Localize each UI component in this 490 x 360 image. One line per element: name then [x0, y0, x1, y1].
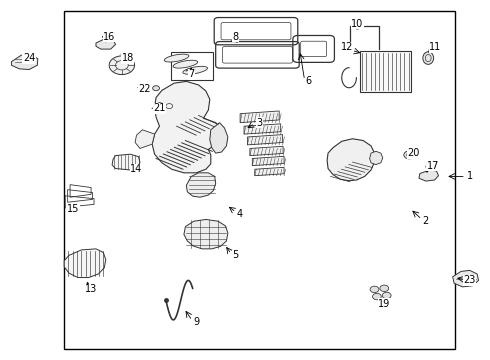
- Circle shape: [382, 292, 391, 299]
- Polygon shape: [184, 220, 228, 249]
- Circle shape: [109, 56, 135, 75]
- Text: 17: 17: [427, 161, 440, 171]
- Text: 15: 15: [67, 204, 79, 214]
- Ellipse shape: [183, 66, 207, 74]
- Text: 10: 10: [351, 19, 364, 29]
- Polygon shape: [419, 170, 439, 181]
- Polygon shape: [152, 81, 220, 173]
- Ellipse shape: [423, 52, 434, 64]
- Polygon shape: [255, 167, 284, 176]
- Circle shape: [370, 286, 379, 293]
- Circle shape: [153, 86, 159, 91]
- Text: 19: 19: [378, 299, 391, 309]
- Polygon shape: [369, 151, 383, 165]
- Text: 20: 20: [407, 148, 420, 158]
- Text: 5: 5: [232, 250, 238, 260]
- Polygon shape: [244, 124, 281, 134]
- Text: 3: 3: [257, 118, 263, 128]
- Text: 18: 18: [122, 53, 134, 63]
- Ellipse shape: [164, 54, 189, 62]
- Text: 4: 4: [237, 209, 243, 219]
- Text: 24: 24: [23, 53, 35, 63]
- Text: 2: 2: [423, 216, 429, 226]
- Polygon shape: [453, 270, 479, 287]
- Text: 9: 9: [193, 317, 199, 327]
- Polygon shape: [112, 154, 140, 170]
- Polygon shape: [247, 135, 283, 145]
- Text: 21: 21: [153, 103, 166, 113]
- Polygon shape: [250, 146, 283, 156]
- Polygon shape: [210, 123, 228, 153]
- Circle shape: [380, 285, 389, 292]
- Ellipse shape: [173, 60, 197, 68]
- Text: 12: 12: [342, 42, 354, 52]
- Polygon shape: [155, 103, 164, 109]
- Text: 23: 23: [464, 275, 476, 285]
- Polygon shape: [96, 39, 116, 49]
- Polygon shape: [186, 173, 216, 197]
- Polygon shape: [11, 54, 38, 69]
- Text: 8: 8: [232, 32, 238, 41]
- Polygon shape: [360, 51, 411, 92]
- Polygon shape: [64, 249, 106, 278]
- Text: 14: 14: [130, 164, 143, 174]
- Polygon shape: [327, 139, 374, 181]
- Text: 1: 1: [466, 171, 473, 181]
- Text: 7: 7: [188, 69, 195, 79]
- Circle shape: [140, 84, 147, 90]
- Text: 11: 11: [429, 42, 441, 52]
- Text: 6: 6: [305, 76, 312, 86]
- Polygon shape: [252, 156, 284, 166]
- Text: 13: 13: [85, 284, 97, 294]
- Polygon shape: [240, 111, 279, 123]
- Circle shape: [404, 151, 415, 159]
- Circle shape: [372, 293, 381, 300]
- Text: 16: 16: [103, 32, 115, 41]
- Text: 22: 22: [139, 84, 151, 94]
- Polygon shape: [135, 130, 155, 148]
